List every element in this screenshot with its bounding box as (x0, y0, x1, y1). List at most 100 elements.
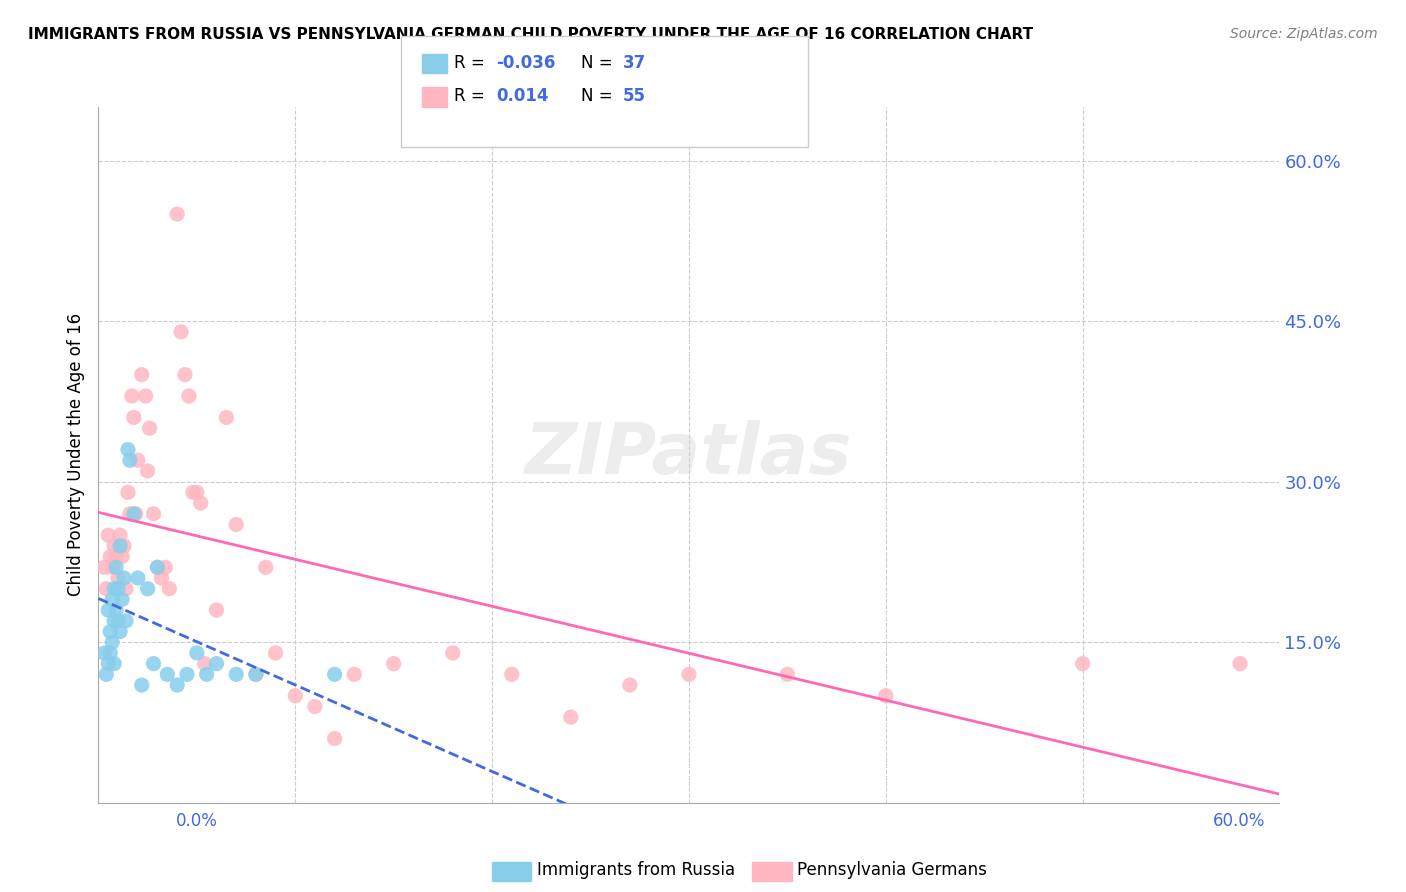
Point (205, 603, 228, 617)
Point (304, 699, 326, 714)
Point (215, 410, 238, 425)
Point (1071, 657, 1094, 671)
Point (155, 560, 177, 574)
Point (105, 549, 128, 564)
Point (103, 657, 125, 671)
Text: R =: R = (454, 54, 491, 71)
Text: 0.0%: 0.0% (176, 812, 218, 830)
Point (284, 689, 307, 703)
Point (112, 571, 135, 585)
Point (118, 507, 141, 521)
Point (150, 571, 173, 585)
Point (186, 646, 208, 660)
Point (97, 657, 120, 671)
Point (177, 389, 200, 403)
Point (205, 657, 228, 671)
Point (112, 539, 135, 553)
Point (96, 667, 118, 681)
Point (111, 592, 134, 607)
Point (117, 485, 139, 500)
Point (131, 368, 153, 382)
Point (115, 614, 138, 628)
Point (138, 421, 160, 435)
Point (122, 410, 145, 425)
Point (115, 582, 138, 596)
Text: 37: 37 (623, 54, 647, 71)
Point (441, 646, 464, 660)
Point (98, 646, 121, 660)
Point (146, 560, 169, 574)
Point (108, 528, 131, 542)
Point (101, 635, 124, 649)
Point (170, 325, 193, 339)
Point (108, 539, 131, 553)
Point (107, 582, 129, 596)
Point (105, 603, 128, 617)
Point (343, 667, 366, 681)
Point (107, 614, 129, 628)
Point (245, 667, 267, 681)
Point (97, 528, 120, 542)
Text: Immigrants from Russia: Immigrants from Russia (537, 861, 735, 879)
Point (225, 517, 247, 532)
Point (117, 442, 139, 457)
Text: R =: R = (454, 87, 491, 105)
Point (174, 368, 197, 382)
Point (776, 667, 799, 681)
Point (98, 624, 121, 639)
Text: Pennsylvania Germans: Pennsylvania Germans (797, 861, 987, 879)
Point (195, 667, 218, 681)
Point (1229, 657, 1251, 671)
Text: IMMIGRANTS FROM RUSSIA VS PENNSYLVANIA GERMAN CHILD POVERTY UNDER THE AGE OF 16 : IMMIGRANTS FROM RUSSIA VS PENNSYLVANIA G… (28, 27, 1033, 42)
Point (186, 485, 208, 500)
Point (323, 667, 346, 681)
Text: -0.036: -0.036 (496, 54, 555, 71)
Text: N =: N = (581, 87, 617, 105)
Point (142, 657, 165, 671)
Point (678, 667, 700, 681)
Point (93, 646, 115, 660)
Point (245, 667, 267, 681)
Text: ZIPatlas: ZIPatlas (526, 420, 852, 490)
Point (127, 571, 149, 585)
Y-axis label: Child Poverty Under the Age of 16: Child Poverty Under the Age of 16 (66, 313, 84, 597)
Point (103, 614, 125, 628)
Point (131, 678, 153, 692)
Text: 60.0%: 60.0% (1213, 812, 1265, 830)
Point (101, 560, 124, 574)
Point (190, 496, 212, 510)
Point (107, 571, 129, 585)
Text: 0.014: 0.014 (496, 87, 548, 105)
Point (166, 207, 188, 221)
Point (560, 710, 582, 724)
Point (225, 667, 247, 681)
Point (156, 667, 179, 681)
Point (101, 592, 124, 607)
Point (127, 453, 149, 467)
Point (118, 453, 141, 467)
Point (157, 582, 180, 596)
Point (122, 507, 145, 521)
Point (98, 549, 121, 564)
Point (136, 582, 159, 596)
Point (146, 560, 169, 574)
Point (501, 667, 523, 681)
Point (105, 560, 128, 574)
Point (181, 485, 204, 500)
Point (125, 507, 148, 521)
Point (264, 646, 287, 660)
Point (875, 689, 897, 703)
Point (323, 731, 346, 746)
Point (97, 603, 120, 617)
Point (111, 549, 134, 564)
Text: 55: 55 (623, 87, 645, 105)
Point (135, 389, 157, 403)
Point (176, 667, 198, 681)
Text: Source: ZipAtlas.com: Source: ZipAtlas.com (1230, 27, 1378, 41)
Point (166, 678, 188, 692)
Point (194, 657, 217, 671)
Point (619, 678, 641, 692)
Point (382, 657, 405, 671)
Point (142, 507, 165, 521)
Point (108, 624, 131, 639)
